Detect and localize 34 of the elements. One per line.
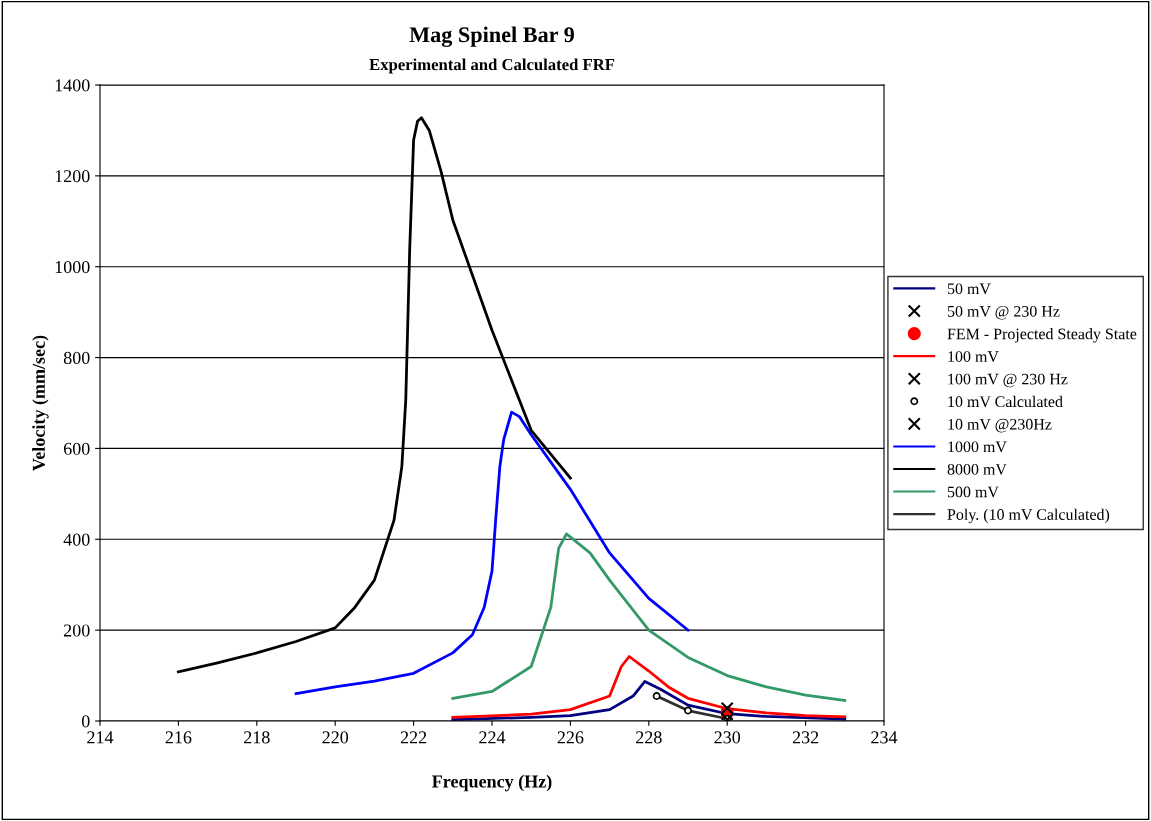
x-tick-label: 214 xyxy=(87,731,114,744)
legend-label: 10 mV Calculated xyxy=(948,395,1063,408)
y-tick-label: 1000 xyxy=(55,260,90,274)
y-tick-label: 0 xyxy=(81,715,90,728)
y-tick-label: 1200 xyxy=(55,170,90,183)
y-axis-title: Velocity (mm/sec) xyxy=(32,335,49,471)
y-tick-label: 400 xyxy=(63,533,90,546)
legend-label: 1000 mV xyxy=(948,441,1007,453)
x-tick-label: 232 xyxy=(792,731,819,744)
legend-label: 10 mV @230Hz xyxy=(948,418,1052,433)
legend-label: 50 mV xyxy=(947,283,991,295)
x-tick-label: 224 xyxy=(479,731,506,744)
x-tick-label: 218 xyxy=(244,731,270,744)
x-tick-label: 222 xyxy=(400,731,427,744)
x-tick-label: 230 xyxy=(714,731,741,744)
x-tick-label: 228 xyxy=(636,731,662,744)
chart-title: Mag Spinel Bar 9 xyxy=(409,26,575,47)
legend-label: 8000 mV xyxy=(947,463,1007,475)
y-tick-label: 600 xyxy=(63,442,90,455)
x-tick-label: 220 xyxy=(322,731,349,744)
chart-subtitle: Experimental and Calculated FRF xyxy=(369,58,615,74)
legend-label: 100 mV xyxy=(948,351,999,362)
x-axis-title: Frequency (Hz) xyxy=(432,774,552,792)
legend-label: FEM - Projected Steady State xyxy=(947,328,1137,343)
legend-label: Poly. (10 mV Calculated) xyxy=(947,508,1110,524)
x-tick-label: 226 xyxy=(557,731,584,744)
y-tick-label: 800 xyxy=(63,351,90,365)
x-tick-label: 234 xyxy=(871,731,898,744)
y-tick-label: 1400 xyxy=(55,79,90,92)
y-tick-label: 200 xyxy=(63,624,90,637)
x-tick-label: 216 xyxy=(165,731,192,744)
legend-label: 100 mV @ 230 Hz xyxy=(948,373,1068,388)
legend-label: 500 mV xyxy=(947,486,999,498)
legend-label: 50 mV @ 230 Hz xyxy=(947,305,1060,320)
